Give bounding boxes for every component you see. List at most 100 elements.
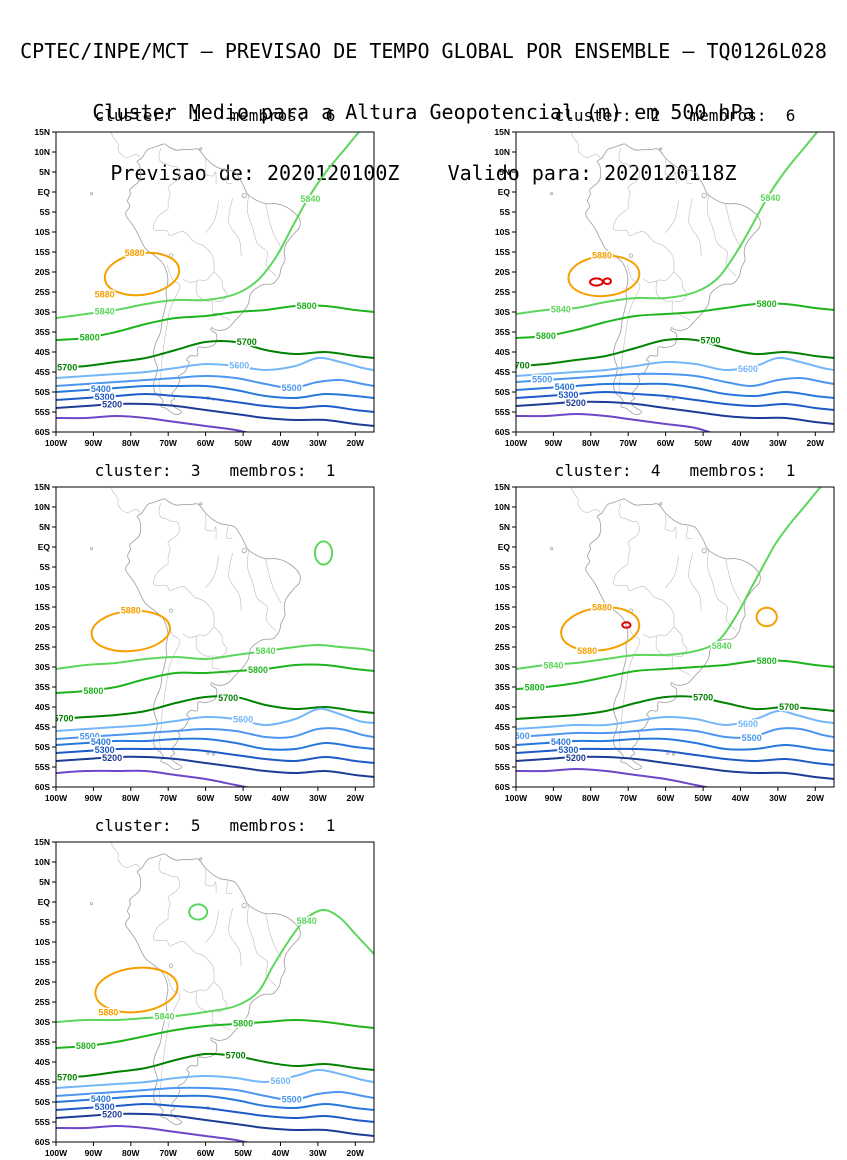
lon-tick-label: 80W <box>122 1148 140 1158</box>
plot-frame <box>55 131 375 433</box>
country-border <box>158 502 180 564</box>
lon-tick-label: 100W <box>505 438 528 448</box>
lat-tick-label: 25S <box>495 287 510 297</box>
svg-text:5840: 5840 <box>255 646 275 656</box>
contours <box>56 540 374 787</box>
island <box>241 193 247 199</box>
island <box>199 147 203 151</box>
lat-tick-label: 20S <box>35 267 50 277</box>
lat-tick-label: 10S <box>495 582 510 592</box>
country-border <box>664 513 677 540</box>
country-border <box>613 563 675 627</box>
svg-text:5300: 5300 <box>95 1102 115 1112</box>
country-border <box>570 487 601 513</box>
lat-tick-label: 5S <box>500 562 511 572</box>
contour-labels: 5840584058005800570057005600550054005300… <box>510 192 782 410</box>
contour-line <box>516 413 713 432</box>
country-border <box>686 525 693 540</box>
lon-tick-label: 90W <box>85 438 103 448</box>
lat-tick-label: 35S <box>495 682 510 692</box>
svg-text:5800: 5800 <box>76 1041 96 1051</box>
country-border <box>159 620 181 754</box>
island <box>701 548 707 554</box>
lat-tick-label: 10N <box>34 502 50 512</box>
panel-cluster-3: cluster: 3 membros: 1 5840 5800 5800 5700 57… <box>20 461 380 805</box>
svg-text:5880: 5880 <box>95 289 115 299</box>
lat-axis: 15N 10N 5N EQ 5S 10S 15S 20S 25S 30S 35S 40S 45S 50S 5… <box>494 128 516 437</box>
svg-text:5300: 5300 <box>95 392 115 402</box>
svg-text:5840: 5840 <box>95 307 115 317</box>
country-border <box>665 555 679 588</box>
contour-line <box>56 908 374 1023</box>
lon-tick-label: 80W <box>122 438 140 448</box>
country-border <box>226 880 233 895</box>
country-border <box>110 487 141 513</box>
header-title: CPTEC/INPE/MCT — PREVISAO DE TEMPO GLOBA… <box>20 39 827 63</box>
lon-tick-label: 70W <box>159 1148 177 1158</box>
lat-tick-label: 10N <box>34 857 50 867</box>
country-border <box>228 552 242 612</box>
closed-contour <box>313 540 334 566</box>
lon-tick-label: 20W <box>807 438 825 448</box>
island <box>168 963 173 968</box>
svg-text:5600: 5600 <box>229 361 249 371</box>
country-border <box>183 278 198 283</box>
country-border <box>725 558 742 604</box>
lat-tick-label: 15S <box>495 602 510 612</box>
svg-text:5880: 5880 <box>592 251 612 261</box>
lat-tick-label: 25S <box>495 642 510 652</box>
country-border <box>671 655 691 676</box>
lat-tick-label: 55S <box>35 1117 50 1127</box>
contour-line <box>516 768 711 787</box>
lon-tick-label: 90W <box>545 793 563 803</box>
lon-axis: 100W 90W 80W 70W 60W 50W 40W 30W 20W <box>45 787 365 803</box>
svg-text:5700: 5700 <box>57 1073 77 1083</box>
basemap <box>550 487 761 770</box>
contour-line <box>56 707 374 732</box>
closed-contour <box>589 277 604 287</box>
lat-tick-label: EQ <box>38 542 51 552</box>
contour-labels: 5840584058005800570057005600550054005300… <box>56 915 318 1121</box>
contour-line <box>56 356 374 379</box>
svg-text:5700: 5700 <box>237 337 257 347</box>
contour-labels: 5840 5800 5800 5700 5700 5600 5500540053005200… <box>56 604 277 764</box>
svg-text:5700: 5700 <box>510 361 530 371</box>
lat-tick-label: EQ <box>498 187 511 197</box>
country-border <box>247 903 277 987</box>
svg-text:5200: 5200 <box>566 753 586 763</box>
island <box>212 752 215 756</box>
lat-tick-label: 5N <box>499 522 510 532</box>
closed-contour <box>94 966 179 1014</box>
svg-text:5400: 5400 <box>551 737 571 747</box>
svg-text:5840: 5840 <box>543 660 563 670</box>
country-border <box>213 981 228 1012</box>
lat-tick-label: 5S <box>40 207 51 217</box>
lon-tick-label: 70W <box>159 793 177 803</box>
country-border <box>665 200 679 233</box>
country-border <box>158 147 180 209</box>
lat-tick-label: 60S <box>35 427 50 437</box>
contour-line <box>56 755 374 778</box>
lon-tick-label: 50W <box>694 438 712 448</box>
svg-text:5880: 5880 <box>121 606 141 616</box>
lat-tick-label: 15N <box>34 128 50 137</box>
lat-axis: 15N 10N 5N EQ 5S 10S 15S 20S 25S 30S 35S 40S 45S 50S 5… <box>34 128 56 437</box>
svg-text:5600: 5600 <box>738 719 758 729</box>
svg-text:5880: 5880 <box>577 646 597 656</box>
svg-text:5200: 5200 <box>102 399 122 409</box>
country-border <box>613 208 675 272</box>
country-border <box>205 200 219 233</box>
lat-tick-label: 55S <box>495 407 510 417</box>
island <box>659 147 663 151</box>
country-border <box>707 193 737 277</box>
svg-text:5500: 5500 <box>80 732 100 742</box>
lat-tick-label: 25S <box>35 642 50 652</box>
closed-contour <box>602 277 613 285</box>
lon-tick-label: 80W <box>122 793 140 803</box>
country-border <box>195 981 215 1012</box>
svg-text:5880: 5880 <box>125 248 145 258</box>
contour-line <box>56 132 361 319</box>
lat-tick-label: 20S <box>495 622 510 632</box>
lat-axis: 15N 10N 5N EQ 5S 10S 15S 20S 25S 30S 35S 40S 45S 50S 5… <box>494 483 516 792</box>
contour-line <box>56 1019 374 1049</box>
